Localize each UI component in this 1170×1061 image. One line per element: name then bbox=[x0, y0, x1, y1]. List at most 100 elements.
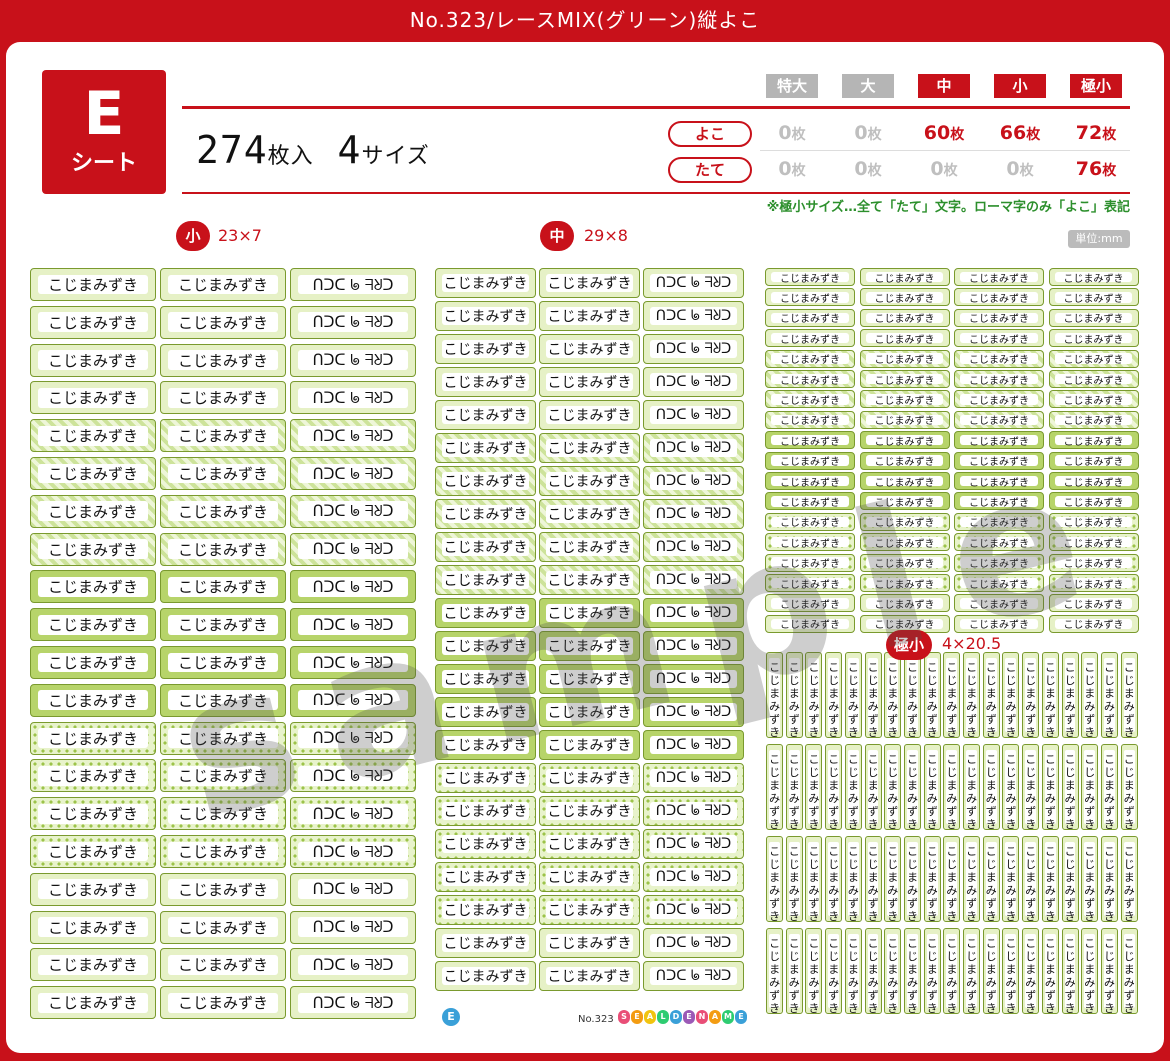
name-label: こじまみずき bbox=[160, 494, 286, 528]
name-label: こじまみずき bbox=[1048, 533, 1139, 552]
name-label-text: こじまみずき bbox=[168, 614, 278, 635]
name-label: こじまみずき bbox=[1048, 472, 1139, 490]
name-label: こじまみずき bbox=[435, 598, 536, 628]
section-badge-small: 小 bbox=[176, 221, 210, 251]
tiny-vertical-label: こじまみずき bbox=[864, 652, 882, 738]
name-label: こじまみずき bbox=[1048, 553, 1139, 572]
tiny-label-text: こじまみずき bbox=[1025, 842, 1036, 921]
name-label: こじまみずき bbox=[1048, 451, 1139, 470]
sizes-number: 4 bbox=[337, 128, 362, 172]
name-label-text: こじまみずき bbox=[1054, 557, 1133, 570]
name-label-text: こじまみずき bbox=[865, 516, 944, 529]
section-badge-tiny: 極小 bbox=[886, 630, 932, 660]
sheet-letter: E bbox=[83, 79, 125, 149]
tiny-vertical-label: こじまみずき bbox=[864, 744, 882, 830]
name-label: こじまみずき bbox=[1048, 431, 1139, 450]
name-label-text: こじまみずき bbox=[960, 516, 1038, 529]
name-label-text: こじまみずき bbox=[168, 350, 278, 371]
name-label-text: こじまみずき bbox=[38, 841, 148, 862]
name-label-text: こじまみずき bbox=[38, 312, 148, 333]
tiny-label-text: こじまみずき bbox=[1103, 842, 1115, 921]
tiny-vertical-label: こじまみずき bbox=[1120, 928, 1138, 1014]
tiny-vertical-label: こじまみずき bbox=[1120, 744, 1138, 830]
name-label-text: こじまみずき bbox=[960, 537, 1038, 550]
tiny-vertical-label: こじまみずき bbox=[923, 836, 941, 922]
tiny-vertical-label: こじまみずき bbox=[903, 928, 921, 1014]
name-label: ᑎᑐᑕ ᖚ ᖷᖈᑐ bbox=[290, 381, 416, 415]
quantity-cell: 76枚 bbox=[1075, 158, 1117, 180]
tiny-label-text: こじまみずき bbox=[985, 842, 997, 921]
tiny-label-text: こじまみずき bbox=[847, 842, 859, 921]
name-label-text: こじまみずき bbox=[1054, 455, 1133, 468]
tiny-label-text: こじまみずき bbox=[966, 842, 977, 921]
name-label: こじまみずき bbox=[539, 928, 640, 958]
tiny-vertical-label: こじまみずき bbox=[1061, 836, 1079, 922]
tiny-label-text: こじまみずき bbox=[1044, 934, 1056, 1013]
name-label: こじまみずき bbox=[539, 301, 640, 331]
name-label-text: こじまみずき bbox=[865, 292, 944, 305]
logo-letter: E bbox=[735, 1010, 747, 1024]
name-label-text: こじまみずき bbox=[1054, 271, 1133, 285]
name-label: ᑎᑐᑕ ᖚ ᖷᖈᑐ bbox=[290, 986, 416, 1020]
tiny-vertical-label: こじまみずき bbox=[1041, 744, 1059, 830]
name-label: こじまみずき bbox=[30, 683, 156, 717]
name-label: ᑎᑐᑕ ᖚ ᖷᖈᑐ bbox=[290, 608, 416, 642]
name-label-text: こじまみずき bbox=[38, 274, 148, 295]
name-label-text: ᑎᑐᑕ ᖚ ᖷᖈᑐ bbox=[649, 406, 738, 424]
name-label-text: こじまみずき bbox=[441, 670, 530, 688]
name-label: こじまみずき bbox=[1048, 574, 1139, 592]
tiny-label-text: こじまみずき bbox=[966, 658, 977, 737]
tiny-vertical-label: こじまみずき bbox=[943, 652, 961, 738]
name-label: こじまみずき bbox=[954, 533, 1044, 552]
section-dim-tiny: 4×20.5 bbox=[942, 634, 1002, 653]
name-label-text: こじまみずき bbox=[441, 439, 530, 457]
name-label: こじまみずき bbox=[435, 697, 536, 727]
name-label: ᑎᑐᑕ ᖚ ᖷᖈᑐ bbox=[290, 835, 416, 868]
header-divider-bottom bbox=[182, 192, 1130, 194]
tiny-label-text: こじまみずき bbox=[828, 842, 839, 921]
tiny-label-text: こじまみずき bbox=[1005, 842, 1016, 921]
name-label-text: こじまみずき bbox=[771, 496, 849, 509]
tiny-vertical-label: こじまみずき bbox=[864, 836, 882, 922]
tiny-label-text: こじまみずき bbox=[926, 658, 938, 737]
name-label-text: ᑎᑐᑕ ᖚ ᖷᖈᑐ bbox=[649, 835, 738, 853]
tiny-vertical-label: こじまみずき bbox=[1002, 652, 1020, 738]
name-label-text: ᑎᑐᑕ ᖚ ᖷᖈᑐ bbox=[298, 879, 408, 900]
count-summary: 274枚入 4サイズ bbox=[196, 128, 430, 172]
name-label-text: こじまみずき bbox=[1054, 312, 1133, 325]
name-label: こじまみずき bbox=[859, 533, 950, 552]
name-label-text: ᑎᑐᑕ ᖚ ᖷᖈᑐ bbox=[298, 350, 408, 371]
tiny-label-text: こじまみずき bbox=[1084, 842, 1095, 921]
name-label: こじまみずき bbox=[160, 532, 286, 566]
name-label-text: こじまみずき bbox=[771, 312, 849, 325]
name-label: こじまみずき bbox=[954, 553, 1044, 572]
name-label-text: ᑎᑐᑕ ᖚ ᖷᖈᑐ bbox=[298, 576, 408, 597]
tiny-label-text: こじまみずき bbox=[1064, 842, 1076, 921]
tiny-vertical-label: こじまみずき bbox=[805, 836, 823, 922]
name-label-text: こじまみずき bbox=[960, 414, 1038, 427]
name-label: こじまみずき bbox=[954, 472, 1044, 490]
name-label: こじまみずき bbox=[160, 608, 286, 642]
tiny-label-text: こじまみずき bbox=[985, 750, 997, 829]
name-label: こじまみずき bbox=[435, 895, 536, 925]
name-label: こじまみずき bbox=[160, 646, 286, 679]
name-label: こじまみずき bbox=[435, 301, 536, 331]
name-label: こじまみずき bbox=[765, 512, 855, 531]
name-label-text: こじまみずき bbox=[38, 765, 148, 786]
sheet-label: シート bbox=[70, 151, 137, 176]
name-label: こじまみずき bbox=[30, 646, 156, 679]
tiny-label-text: こじまみずき bbox=[847, 750, 859, 829]
name-label: こじまみずき bbox=[539, 895, 640, 925]
name-label-text: ᑎᑐᑕ ᖚ ᖷᖈᑐ bbox=[298, 501, 408, 522]
tiny-label-text: こじまみずき bbox=[808, 934, 819, 1013]
name-label-text: こじまみずき bbox=[545, 670, 634, 688]
name-label: ᑎᑐᑕ ᖚ ᖷᖈᑐ bbox=[290, 721, 416, 755]
name-label-text: こじまみずき bbox=[441, 538, 530, 556]
name-label: こじまみずき bbox=[954, 268, 1044, 286]
name-label-text: ᑎᑐᑕ ᖚ ᖷᖈᑐ bbox=[649, 670, 738, 688]
name-label-text: ᑎᑐᑕ ᖚ ᖷᖈᑐ bbox=[298, 803, 408, 824]
tiny-label-text: こじまみずき bbox=[1064, 658, 1076, 737]
name-label-text: こじまみずき bbox=[38, 690, 148, 711]
quantity-cell: 0枚 bbox=[854, 158, 882, 180]
tiny-label-text: こじまみずき bbox=[1005, 658, 1016, 737]
